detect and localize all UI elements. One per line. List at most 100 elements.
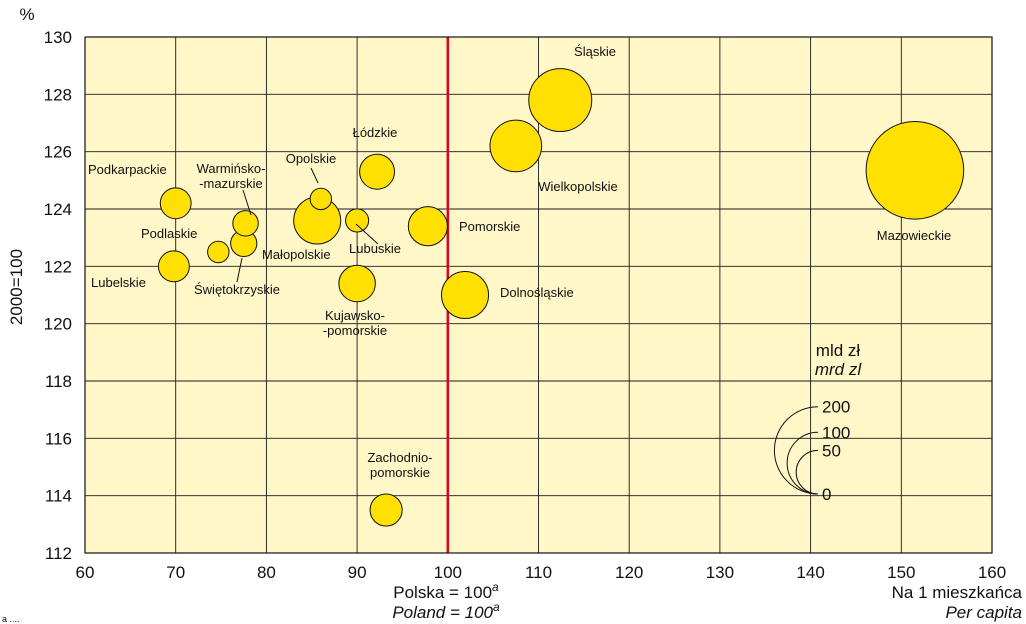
legend-arc [786, 431, 819, 495]
label-leader [310, 167, 319, 184]
x-tick-label: 60 [76, 563, 95, 582]
y-tick-label: 116 [45, 429, 72, 448]
plot-border [84, 36, 993, 554]
bubble-label: Kujawsko--pomorskie [323, 308, 387, 338]
bubble [441, 270, 490, 320]
legend-arc [795, 449, 819, 495]
label-leader [355, 223, 379, 245]
reference-line-label-english: Poland = 100a [392, 600, 500, 622]
y-unit-label: % [19, 5, 34, 24]
y-tick-label: 124 [44, 200, 72, 219]
x-tick-label: 120 [615, 563, 643, 582]
bubble-label-line: Opolskie [286, 151, 337, 166]
bubble-label-line: -pomorskie [323, 323, 387, 338]
bubble-label-line: Podkarpackie [88, 162, 167, 177]
legend-size-label: 200 [822, 398, 850, 417]
bubble-label-line: Dolnośląskie [500, 285, 574, 300]
x-tick-label: 90 [348, 563, 367, 582]
y-tick-label: 126 [44, 143, 72, 162]
legend-size-label: 50 [822, 441, 841, 460]
bubble-label-line: Warmińsko- [197, 161, 266, 176]
bubble-label: Lubuskie [349, 241, 401, 256]
bubble [407, 206, 448, 247]
x-axis-title-english: Per capita [945, 603, 1022, 622]
y-tick-label: 130 [44, 28, 72, 47]
bubble-label: Wielkopolskie [538, 179, 617, 194]
bubble-label-line: Wielkopolskie [538, 179, 617, 194]
bubble [359, 153, 396, 190]
bubbles [157, 68, 965, 527]
bubble [865, 121, 965, 220]
bubble-label-line: Lubelskie [91, 275, 146, 290]
bubble-label-line: Pomorskie [459, 219, 520, 234]
bubble [309, 187, 333, 211]
label-leader [236, 257, 243, 283]
bubble-label: Warmińsko--mazurskie [197, 161, 266, 191]
y-tick-label: 128 [44, 85, 72, 104]
x-tick-label: 160 [978, 563, 1006, 582]
bubble-label-line: Zachodnio- [367, 450, 432, 465]
legend-arc [773, 406, 819, 495]
y-tick-label: 122 [44, 257, 72, 276]
x-tick-label: 110 [525, 563, 552, 582]
bubble-label: Pomorskie [459, 219, 520, 234]
label-leader [242, 189, 252, 216]
x-tick-label: 150 [887, 563, 915, 582]
bubble-label: Podlaskie [141, 226, 197, 241]
y-axis-ticks: 112 114 116 118 120 122 124 126 128 130 [44, 28, 72, 563]
bubble-label-line: Lubuskie [349, 241, 401, 256]
y-axis-title: 2000=100 [7, 249, 26, 325]
reference-line-label: Polska = 100a [393, 580, 499, 602]
y-tick-label: 114 [45, 487, 72, 506]
y-tick-label: 120 [44, 315, 72, 334]
legend-title: mld zł [816, 341, 861, 360]
bubble-label-line: Łódzkie [353, 125, 398, 140]
x-tick-label: 130 [706, 563, 734, 582]
bubble-label-line: Kujawsko- [325, 308, 385, 323]
legend-title-english: mrd zl [815, 360, 863, 379]
bubble-label: Małopolskie [262, 247, 331, 262]
reference-line-label-pl: Polska = 100 [393, 583, 492, 602]
y-tick-label: 112 [45, 544, 72, 563]
bubble-label-line: Mazowieckie [877, 228, 951, 243]
x-tick-label: 80 [257, 563, 276, 582]
reference-line-label-en: Poland = 100 [392, 603, 493, 622]
bubble-label: Zachodnio-pomorskie [367, 450, 432, 480]
x-tick-label: 100 [434, 563, 462, 582]
bubble-label-line: Podlaskie [141, 226, 197, 241]
bubble [369, 493, 403, 527]
bubble-label-line: Małopolskie [262, 247, 331, 262]
legend-size-label: 0 [822, 485, 831, 504]
bubble-label: Świętokrzyskie [194, 282, 280, 297]
bubble [159, 187, 192, 220]
bubble [207, 240, 230, 264]
reference-line-sup-en: a [493, 600, 500, 614]
bubble-label: Mazowieckie [877, 228, 951, 243]
bubble-label: Śląskie [574, 44, 616, 59]
bubble-label-line: -mazurskie [199, 176, 263, 191]
bubble [338, 264, 376, 303]
bubble-labels: Mazowieckie Śląskie Wielkopolskie Dolnośląs… [88, 44, 951, 480]
x-tick-label: 70 [166, 563, 185, 582]
bubble-label-line: Śląskie [574, 44, 616, 59]
bubble [157, 250, 190, 283]
bubble [345, 208, 370, 233]
x-tick-label: 140 [796, 563, 824, 582]
bubble-label: Lubelskie [91, 275, 146, 290]
bubble-label: Podkarpackie [88, 162, 167, 177]
bubble-label: Dolnośląskie [500, 285, 574, 300]
bubble-label: Łódzkie [353, 125, 398, 140]
bubble [528, 68, 593, 133]
bubble [232, 210, 259, 237]
reference-line-sup-pl: a [492, 580, 499, 594]
legend-size-label: 100 [822, 423, 850, 442]
bubble-label-line: Świętokrzyskie [194, 282, 280, 297]
bubble-label: Opolskie [286, 151, 337, 166]
footnote: a .... [2, 614, 20, 624]
x-axis-ticks: 60 70 80 90 100 110 120 130 140 150 160 [76, 563, 1007, 582]
x-axis-title: Na 1 mieszkańca [892, 583, 1023, 602]
bubble-label-line: pomorskie [370, 465, 430, 480]
bubble [489, 119, 543, 173]
